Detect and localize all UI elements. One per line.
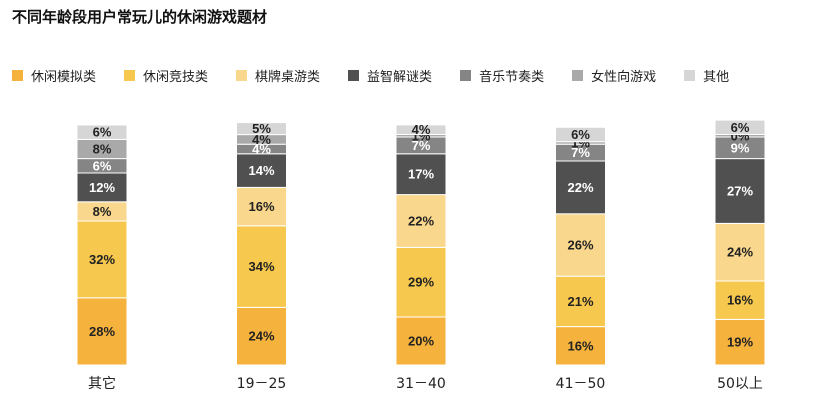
legend-item: 音乐节奏类 bbox=[460, 66, 544, 85]
bar-segment bbox=[236, 306, 287, 366]
bar-segment bbox=[714, 222, 766, 282]
bar-segment bbox=[395, 194, 447, 248]
legend-swatch bbox=[348, 69, 360, 81]
legend-swatch bbox=[124, 69, 136, 81]
bar-segment bbox=[395, 246, 447, 318]
data-label: 26% bbox=[567, 238, 593, 253]
data-label: 7% bbox=[571, 145, 590, 160]
data-label: 14% bbox=[248, 163, 274, 178]
legend-label: 棋牌桌游类 bbox=[255, 69, 321, 85]
bar-segment bbox=[76, 124, 128, 140]
data-label: 22% bbox=[567, 180, 593, 195]
legend-label: 音乐节奏类 bbox=[479, 69, 545, 85]
data-label: 28% bbox=[89, 324, 115, 339]
data-label: 16% bbox=[248, 199, 274, 214]
legend-item: 益智解谜类 bbox=[348, 66, 432, 85]
category-label: 其它 bbox=[88, 375, 116, 392]
bar-segment bbox=[76, 297, 128, 366]
legend-label: 休闲模拟类 bbox=[31, 69, 97, 85]
data-label: 22% bbox=[408, 214, 434, 229]
category-label: 50以上 bbox=[717, 376, 763, 392]
legend-swatch bbox=[460, 69, 472, 81]
data-label: 8% bbox=[93, 142, 112, 157]
bar-segment bbox=[555, 126, 606, 143]
data-label: 7% bbox=[412, 138, 431, 153]
data-label: 34% bbox=[248, 259, 274, 274]
data-label: 16% bbox=[727, 293, 753, 308]
legend-item: 棋牌桌游类 bbox=[236, 66, 320, 85]
legend-swatch bbox=[684, 69, 696, 81]
bar-segment bbox=[76, 172, 128, 203]
bar-segment bbox=[555, 326, 606, 366]
data-label: 12% bbox=[89, 180, 115, 195]
bar-segment bbox=[395, 153, 447, 196]
data-label: 5% bbox=[252, 121, 271, 136]
legend-swatch bbox=[12, 69, 23, 81]
data-label: 17% bbox=[408, 167, 434, 182]
legend-label: 休闲竞技类 bbox=[143, 69, 209, 85]
legend-item: 休闲竞技类 bbox=[124, 66, 208, 85]
data-label: 6% bbox=[93, 125, 112, 140]
data-label: 24% bbox=[727, 245, 753, 260]
data-label: 4% bbox=[412, 122, 431, 137]
bar-segment bbox=[236, 225, 287, 308]
bar-segment bbox=[555, 213, 606, 277]
data-label: 6% bbox=[731, 120, 750, 135]
data-label: 27% bbox=[727, 184, 753, 199]
data-label: 24% bbox=[248, 329, 274, 344]
data-label: 6% bbox=[93, 158, 112, 173]
bar-segment bbox=[714, 119, 766, 135]
category-label: 31－40 bbox=[396, 376, 446, 392]
bar-segment bbox=[555, 160, 606, 215]
data-label: 32% bbox=[89, 252, 115, 267]
chart-legend: 休闲模拟类 休闲竞技类 棋牌桌游类 益智解谜类 音乐节奏类 女性向游戏 其他 bbox=[12, 66, 757, 85]
legend-swatch bbox=[236, 69, 248, 81]
bar-segment bbox=[76, 220, 128, 299]
legend-label: 女性向游戏 bbox=[591, 69, 657, 85]
legend-item: 其他 bbox=[684, 66, 729, 85]
category-label: 19－25 bbox=[237, 376, 287, 392]
data-label: 29% bbox=[408, 275, 434, 290]
data-label: 16% bbox=[567, 338, 593, 353]
bar-segment bbox=[714, 280, 766, 320]
data-label: 8% bbox=[93, 204, 112, 219]
legend-label: 益智解谜类 bbox=[367, 69, 433, 85]
chart-title: 不同年龄段用户常玩儿的休闲游戏题材 bbox=[12, 8, 268, 26]
data-label: 19% bbox=[727, 335, 753, 350]
data-label: 6% bbox=[571, 127, 590, 142]
data-label: 4% bbox=[252, 142, 271, 157]
category-label: 41－50 bbox=[556, 376, 606, 392]
legend-label: 其他 bbox=[703, 69, 730, 85]
data-label: 9% bbox=[731, 140, 750, 155]
bar-segment bbox=[714, 158, 766, 224]
bar-segment bbox=[714, 318, 766, 366]
data-label: 20% bbox=[408, 334, 434, 349]
bar-segment bbox=[236, 122, 287, 136]
legend-item: 女性向游戏 bbox=[572, 66, 656, 85]
legend-swatch bbox=[572, 69, 584, 81]
bar-segment bbox=[236, 186, 287, 227]
data-label: 4% bbox=[252, 132, 271, 147]
bar-segment bbox=[395, 316, 447, 366]
bar-segment bbox=[395, 124, 447, 136]
legend-item: 休闲模拟类 bbox=[12, 66, 96, 85]
data-label: 21% bbox=[567, 294, 593, 309]
